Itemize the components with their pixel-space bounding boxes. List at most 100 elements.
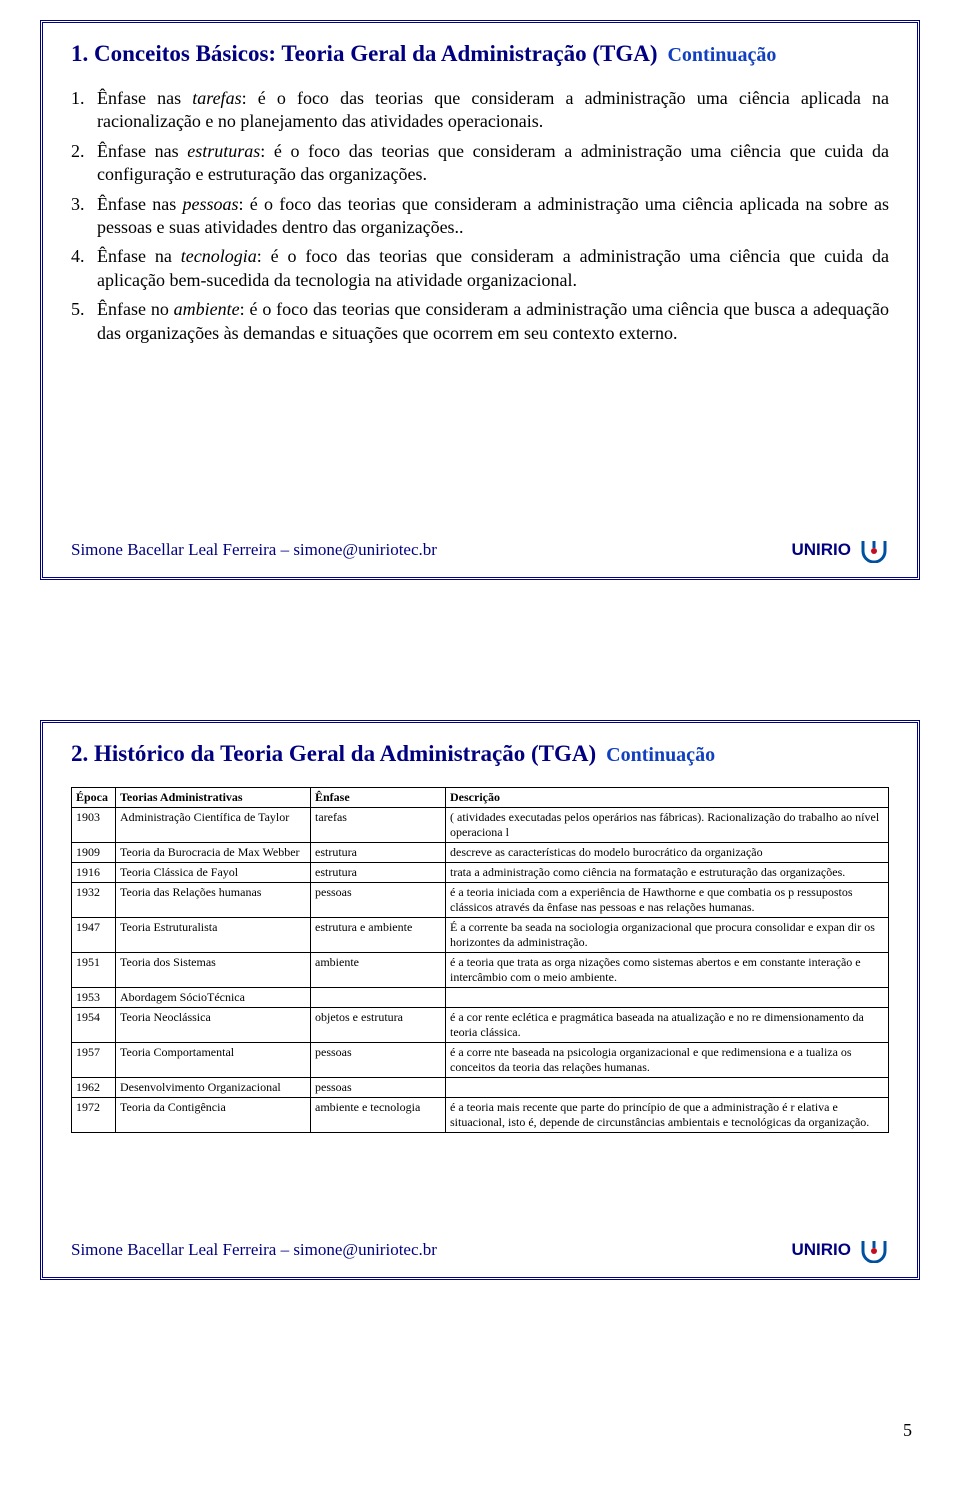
table-cell: Teoria Neoclássica [116,1008,311,1043]
table-row: 1957Teoria Comportamentalpessoasé a corr… [72,1043,889,1078]
table-cell: Desenvolvimento Organizacional [116,1078,311,1098]
slide-title: 2. Histórico da Teoria Geral da Administ… [71,741,596,767]
table-row: 1903Administração Científica de Taylorta… [72,808,889,843]
title-row: 2. Histórico da Teoria Geral da Administ… [71,741,889,767]
table-cell: descreve as características do modelo bu… [446,843,889,863]
table-cell: 1972 [72,1098,116,1133]
item-lead: Ênfase nas [97,194,182,214]
item-number: 4. [71,245,97,292]
table-cell: Teoria Clássica de Fayol [116,863,311,883]
slide-footer: Simone Bacellar Leal Ferreira – simone@u… [71,537,889,563]
item-emphasis: tarefas [192,88,241,108]
table-cell: ( atividades executadas pelos operários … [446,808,889,843]
list-item: 3.Ênfase nas pessoas: é o foco das teori… [71,193,889,240]
table-cell: 1947 [72,918,116,953]
list-item: 4.Ênfase na tecnologia: é o foco das teo… [71,245,889,292]
item-emphasis: pessoas [182,194,238,214]
list-item: 5.Ênfase no ambiente: é o foco das teori… [71,298,889,345]
table-cell: estrutura e ambiente [311,918,446,953]
item-number: 2. [71,140,97,187]
footer-author: Simone Bacellar Leal Ferreira – simone@u… [71,1240,437,1260]
table-cell: Teoria Estruturalista [116,918,311,953]
history-table-wrap: ÉpocaTeorias AdministrativasÊnfaseDescri… [71,787,889,1213]
table-cell: 1954 [72,1008,116,1043]
table-cell: 1903 [72,808,116,843]
table-row: 1932Teoria das Relações humanaspessoasé … [72,883,889,918]
item-lead: Ênfase no [97,299,174,319]
history-table: ÉpocaTeorias AdministrativasÊnfaseDescri… [71,787,889,1133]
table-cell: é a cor rente eclética e pragmática base… [446,1008,889,1043]
item-text: Ênfase nas tarefas: é o foco das teorias… [97,87,889,134]
table-cell: 1962 [72,1078,116,1098]
table-cell: estrutura [311,843,446,863]
table-cell: ambiente e tecnologia [311,1098,446,1133]
table-cell: objetos e estrutura [311,1008,446,1043]
item-number: 5. [71,298,97,345]
table-cell: Teoria das Relações humanas [116,883,311,918]
continuation-label: Continuação [606,744,715,767]
unirio-logo-icon [859,1237,889,1263]
table-cell [446,1078,889,1098]
table-cell: pessoas [311,1043,446,1078]
table-cell: tarefas [311,808,446,843]
table-row: 1916Teoria Clássica de Fayolestruturatra… [72,863,889,883]
footer-author: Simone Bacellar Leal Ferreira – simone@u… [71,540,437,560]
table-row: 1972Teoria da Contigênciaambiente e tecn… [72,1098,889,1133]
table-cell: é a corre nte baseada na psicologia orga… [446,1043,889,1078]
item-text: Ênfase nas estruturas: é o foco das teor… [97,140,889,187]
item-text: Ênfase na tecnologia: é o foco das teori… [97,245,889,292]
item-text: Ênfase no ambiente: é o foco das teorias… [97,298,889,345]
table-cell: Teoria Comportamental [116,1043,311,1078]
table-cell: pessoas [311,883,446,918]
slide-conceitos: 1. Conceitos Básicos: Teoria Geral da Ad… [40,20,920,580]
item-emphasis: tecnologia [181,246,257,266]
table-cell: É a corrente ba seada na sociologia orga… [446,918,889,953]
list-item: 1.Ênfase nas tarefas: é o foco das teori… [71,87,889,134]
table-cell: 1953 [72,988,116,1008]
table-cell: 1951 [72,953,116,988]
footer-brand-text: UNIRIO [792,540,852,560]
list-item: 2.Ênfase nas estruturas: é o foco das te… [71,140,889,187]
table-header-cell: Época [72,788,116,808]
title-row: 1. Conceitos Básicos: Teoria Geral da Ad… [71,41,889,67]
footer-brand: UNIRIO [792,1237,890,1263]
table-row: 1909Teoria da Burocracia de Max Webberes… [72,843,889,863]
table-cell: ambiente [311,953,446,988]
table-cell [311,988,446,1008]
table-header-cell: Ênfase [311,788,446,808]
table-cell: é a teoria mais recente que parte do pri… [446,1098,889,1133]
table-row: 1951Teoria dos Sistemasambienteé a teori… [72,953,889,988]
item-lead: Ênfase nas [97,88,192,108]
table-cell: pessoas [311,1078,446,1098]
table-cell: Administração Científica de Taylor [116,808,311,843]
table-header-row: ÉpocaTeorias AdministrativasÊnfaseDescri… [72,788,889,808]
table-cell: 1957 [72,1043,116,1078]
item-emphasis: estruturas [187,141,260,161]
item-lead: Ênfase nas [97,141,187,161]
table-cell: Teoria da Contigência [116,1098,311,1133]
table-row: 1962Desenvolvimento Organizacionalpessoa… [72,1078,889,1098]
continuation-label: Continuação [667,44,776,67]
table-cell: 1932 [72,883,116,918]
table-cell: é a teoria que trata as orga nizações co… [446,953,889,988]
slide-footer: Simone Bacellar Leal Ferreira – simone@u… [71,1237,889,1263]
unirio-logo-icon [859,537,889,563]
item-emphasis: ambiente [174,299,240,319]
table-cell: é a teoria iniciada com a experiência de… [446,883,889,918]
table-cell: trata a administração como ciência na fo… [446,863,889,883]
item-text: Ênfase nas pessoas: é o foco das teorias… [97,193,889,240]
table-cell [446,988,889,1008]
footer-brand: UNIRIO [792,537,890,563]
table-cell: Teoria da Burocracia de Max Webber [116,843,311,863]
table-row: 1947Teoria Estruturalistaestrutura e amb… [72,918,889,953]
slide-title: 1. Conceitos Básicos: Teoria Geral da Ad… [71,41,657,67]
table-cell: 1909 [72,843,116,863]
table-cell: Teoria dos Sistemas [116,953,311,988]
table-row: 1953Abordagem SócioTécnica [72,988,889,1008]
table-cell: estrutura [311,863,446,883]
table-cell: Abordagem SócioTécnica [116,988,311,1008]
slide-historico: 2. Histórico da Teoria Geral da Administ… [40,720,920,1280]
footer-brand-text: UNIRIO [792,1240,852,1260]
item-number: 1. [71,87,97,134]
concept-list: 1.Ênfase nas tarefas: é o foco das teori… [71,87,889,513]
